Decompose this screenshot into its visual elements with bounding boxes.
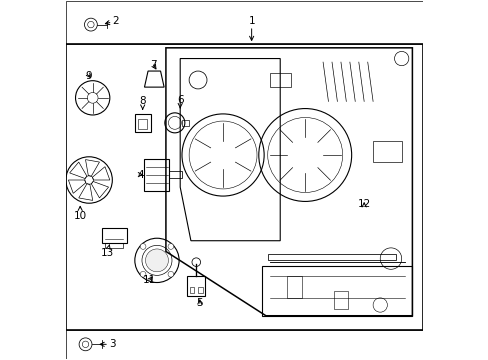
Circle shape (145, 249, 168, 272)
Bar (372, 141, 401, 162)
Bar (144, 158, 169, 191)
Bar (267, 254, 395, 260)
Text: 4: 4 (137, 170, 144, 180)
Circle shape (168, 244, 173, 249)
Bar (187, 276, 205, 296)
Text: 11: 11 (143, 275, 156, 285)
Text: 1: 1 (248, 16, 254, 40)
Bar (269, 73, 290, 87)
Bar (287, 276, 301, 298)
Text: 3: 3 (100, 339, 115, 349)
Bar (189, 287, 194, 293)
Bar (198, 287, 203, 293)
Text: 2: 2 (105, 16, 119, 26)
Circle shape (140, 244, 145, 249)
Bar (66, 1, 422, 44)
Text: 10: 10 (74, 206, 86, 221)
Text: 9: 9 (85, 71, 92, 81)
Bar (333, 291, 347, 309)
Circle shape (84, 18, 97, 31)
Bar (138, 118, 147, 129)
Text: 6: 6 (177, 95, 183, 108)
Text: 5: 5 (196, 298, 203, 308)
Bar (169, 171, 182, 178)
Bar (105, 243, 123, 248)
Bar (182, 120, 189, 126)
Bar (66, 330, 422, 359)
Bar (102, 228, 126, 243)
Text: 8: 8 (139, 96, 146, 109)
Text: 13: 13 (100, 245, 113, 258)
Circle shape (79, 338, 92, 351)
Text: 7: 7 (150, 60, 156, 70)
Bar (66, 44, 422, 330)
Text: 12: 12 (357, 199, 370, 209)
Bar (135, 114, 150, 132)
Circle shape (168, 271, 173, 277)
Circle shape (140, 271, 145, 277)
